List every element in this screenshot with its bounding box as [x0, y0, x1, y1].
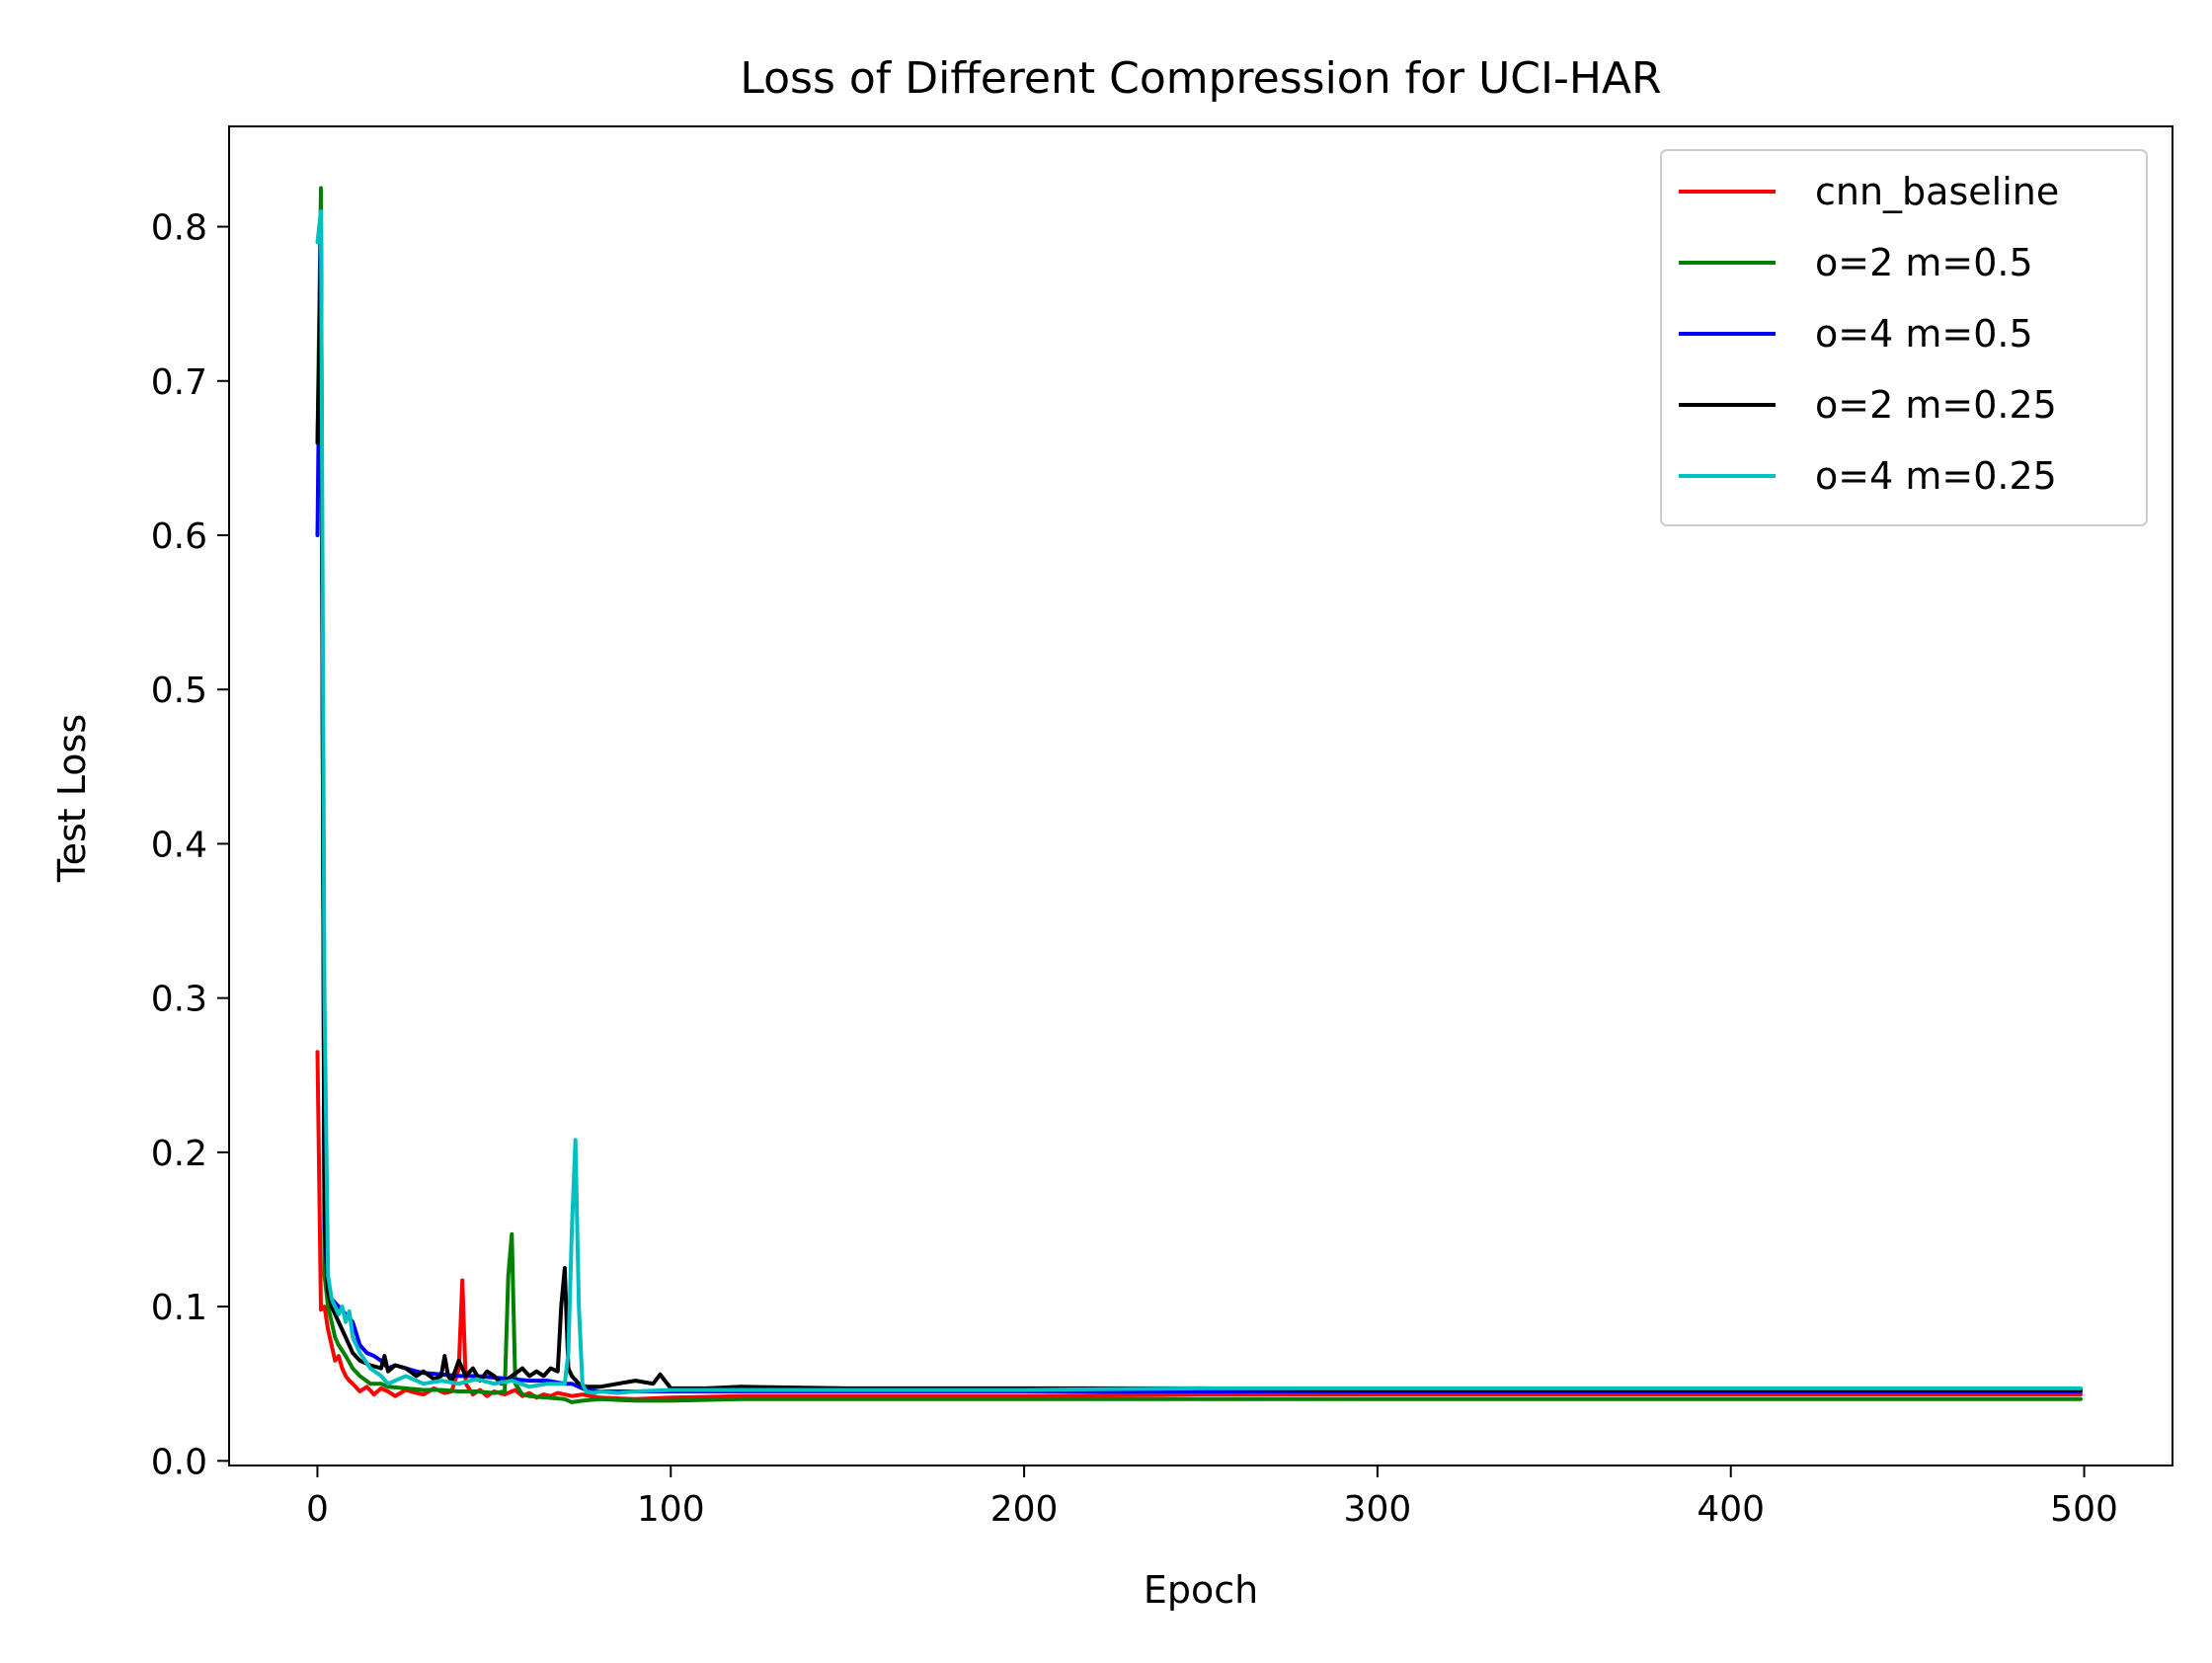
x-axis-ticks: 0 100 200 300 400 500 [306, 1465, 2118, 1530]
y-tick-label: 0.0 [151, 1442, 207, 1482]
x-tick-label: 200 [990, 1489, 1059, 1530]
legend-box [1660, 149, 2148, 526]
y-tick-label: 0.5 [151, 671, 207, 711]
y-tick-label: 0.4 [151, 825, 207, 865]
y-tick-label: 0.3 [151, 980, 207, 1020]
x-tick-label: 300 [1344, 1489, 1412, 1530]
legend-label: cnn_baseline [1815, 170, 2059, 213]
legend: cnn_baseline o=2 m=0.5 o=4 m=0.5 o=2 m=0.25… [1660, 149, 2148, 526]
x-tick-label: 100 [637, 1489, 705, 1530]
x-tick-label: 0 [306, 1489, 329, 1530]
y-axis-ticks: 0.0 0.1 0.2 0.3 0.4 0.5 0.6 0.7 0.8 [151, 208, 229, 1482]
legend-label: o=4 m=0.5 [1815, 312, 2033, 356]
plot-area: 0 100 200 300 400 500 0.00.10.20.30.40.50.60.… [151, 125, 2173, 1530]
y-tick-label: 0.1 [151, 1288, 207, 1328]
y-tick-label: 0.6 [151, 516, 207, 557]
chart-title: Loss of Different Compression for UCI-HA… [740, 53, 1661, 104]
legend-label: o=2 m=0.5 [1815, 241, 2033, 284]
series-line-1 [315, 1050, 2083, 1401]
y-tick-label: 0.2 [151, 1134, 207, 1174]
x-tick-label: 500 [2050, 1489, 2118, 1530]
x-tick-label: 400 [1697, 1489, 1765, 1530]
y-axis-label: Test Loss [50, 714, 94, 883]
series-line-2 [315, 186, 2083, 1404]
series-line-5 [315, 208, 2083, 1395]
plot-frame [228, 125, 2173, 1466]
y-tick-label: 0.7 [151, 362, 207, 403]
legend-label: o=4 m=0.25 [1815, 454, 2057, 498]
y-tick-label: 0.8 [151, 208, 207, 249]
x-axis-label: Epoch [1144, 1568, 1258, 1612]
legend-label: o=2 m=0.25 [1815, 383, 2057, 427]
series-layer [315, 186, 2083, 1404]
